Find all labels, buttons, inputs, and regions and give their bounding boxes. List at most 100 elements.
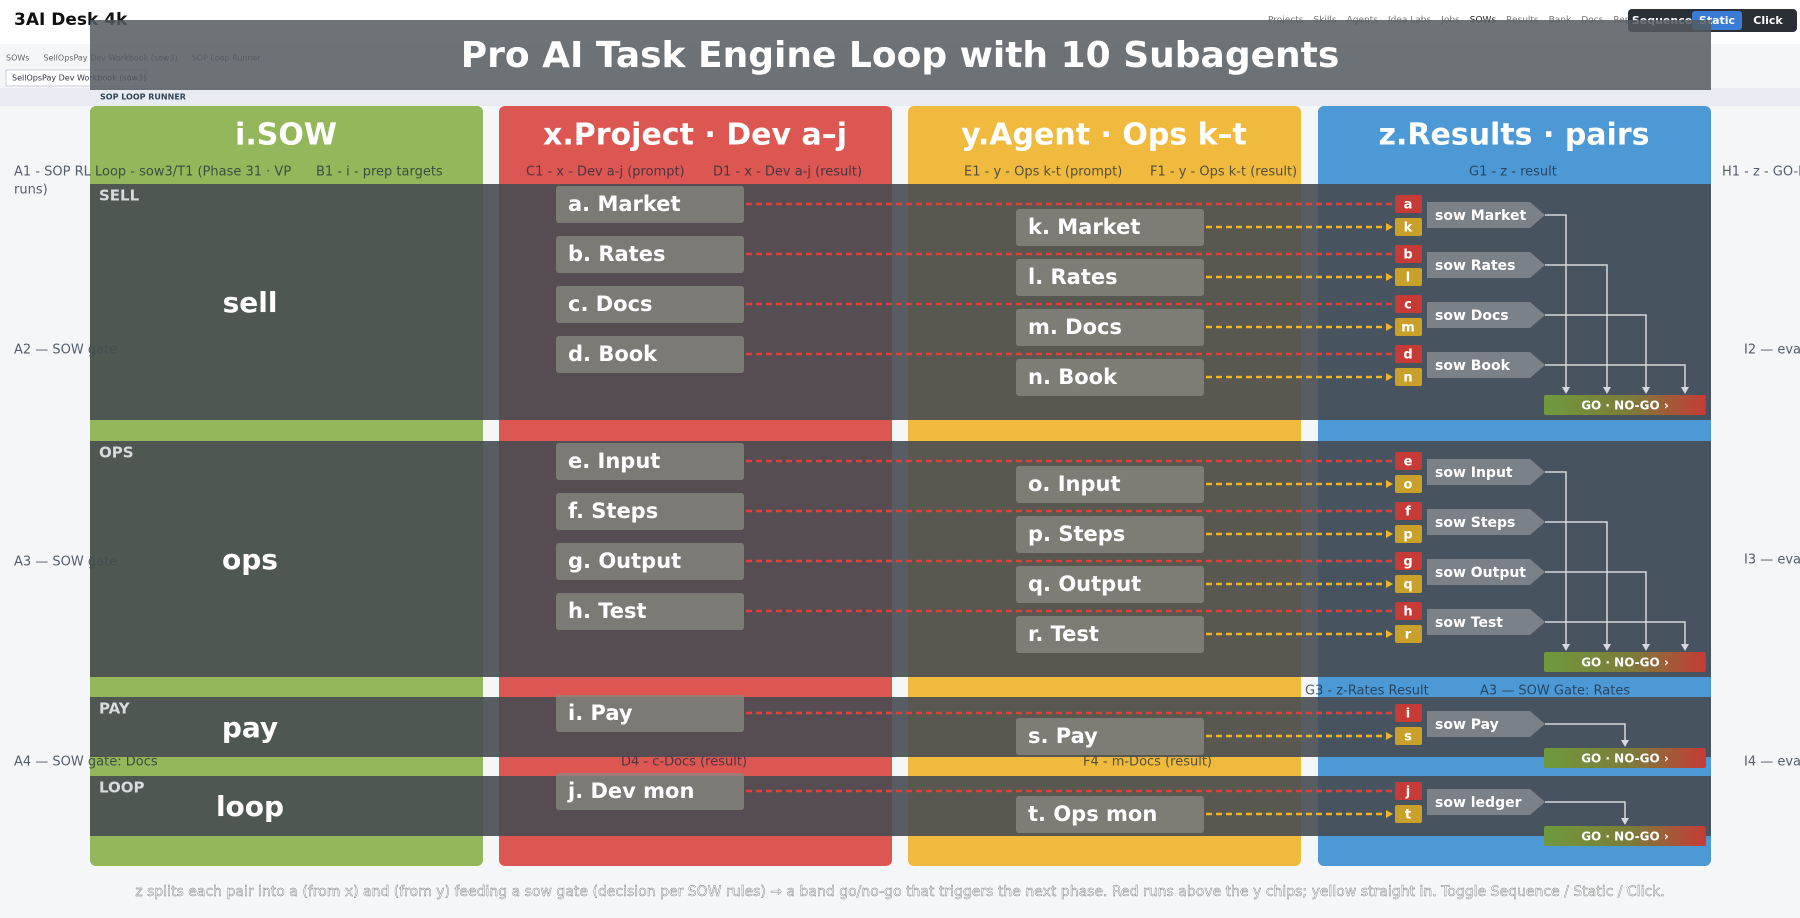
sheet-cell: G1 - z - result bbox=[1469, 165, 1557, 180]
result-box[interactable] bbox=[1427, 609, 1545, 635]
sheet-cell: F4 - m-Docs (result) bbox=[1083, 755, 1212, 770]
result-box[interactable] bbox=[1427, 252, 1545, 278]
result-label: sow Market bbox=[1435, 208, 1526, 224]
result-box[interactable] bbox=[1427, 202, 1545, 228]
dev-agent[interactable] bbox=[556, 186, 744, 223]
result-label: sow Rates bbox=[1435, 258, 1516, 274]
dev-chip-label: d bbox=[1403, 348, 1412, 363]
sheet-cell: F1 - y - Ops k-t (result) bbox=[1150, 165, 1297, 180]
result-connector bbox=[1545, 214, 1567, 391]
result-connector bbox=[1545, 364, 1686, 391]
dev-chip-label: b bbox=[1403, 248, 1412, 263]
ops-link-arrow bbox=[1386, 373, 1393, 381]
column-header: z.Results · pairs bbox=[1379, 118, 1650, 153]
result-box[interactable] bbox=[1427, 789, 1545, 815]
sheet-cell: H1 - z - GO-N bbox=[1722, 165, 1800, 180]
caption: z splits each pair into a (from x) and (… bbox=[135, 884, 1664, 900]
ops-chip-label: l bbox=[1406, 271, 1410, 286]
ops-agent-label: k. Market bbox=[1028, 215, 1140, 239]
connector-arrow bbox=[1621, 818, 1629, 825]
ops-chip-label: n bbox=[1403, 371, 1412, 386]
dev-agent[interactable] bbox=[556, 593, 744, 630]
sheet-cell: D1 - x - Dev a-j (result) bbox=[713, 165, 862, 180]
ops-agent-label: r. Test bbox=[1028, 622, 1099, 646]
ops-chip-label: k bbox=[1404, 221, 1413, 236]
dev-agent[interactable] bbox=[556, 695, 744, 732]
result-box[interactable] bbox=[1427, 711, 1545, 737]
dev-agent-label: a. Market bbox=[568, 192, 681, 216]
result-connector bbox=[1545, 521, 1608, 648]
toggle-option[interactable]: Click bbox=[1753, 14, 1783, 27]
connector-arrow bbox=[1562, 387, 1570, 394]
gate[interactable] bbox=[1544, 748, 1706, 768]
ops-chip bbox=[1395, 625, 1422, 643]
band-label: loop bbox=[216, 790, 284, 823]
result-box[interactable] bbox=[1427, 302, 1545, 328]
connector-arrow bbox=[1642, 644, 1650, 651]
ops-agent-label: t. Ops mon bbox=[1028, 802, 1157, 826]
dev-chip bbox=[1395, 295, 1422, 313]
connector-arrow bbox=[1681, 387, 1689, 394]
result-box[interactable] bbox=[1427, 509, 1545, 535]
dev-agent-label: f. Steps bbox=[568, 499, 658, 523]
ops-agent[interactable] bbox=[1016, 616, 1204, 653]
dev-agent[interactable] bbox=[556, 443, 744, 480]
sheet-cell: runs) bbox=[14, 183, 48, 198]
ops-agent[interactable] bbox=[1016, 309, 1204, 346]
ops-chip bbox=[1395, 525, 1422, 543]
result-box[interactable] bbox=[1427, 559, 1545, 585]
sheet-cell: I4 — eval bbox=[1744, 755, 1800, 770]
connector-arrow bbox=[1603, 644, 1611, 651]
result-box[interactable] bbox=[1427, 352, 1545, 378]
dev-chip bbox=[1395, 502, 1422, 520]
dev-chip-label: i bbox=[1406, 707, 1410, 722]
ops-chip bbox=[1395, 575, 1422, 593]
gate[interactable] bbox=[1544, 395, 1706, 415]
dev-agent-label: i. Pay bbox=[568, 701, 633, 725]
ops-link-arrow bbox=[1386, 323, 1393, 331]
sheet-cell: D4 - c-Docs (result) bbox=[621, 755, 747, 770]
dev-agent[interactable] bbox=[556, 543, 744, 580]
dev-chip bbox=[1395, 195, 1422, 213]
dev-agent[interactable] bbox=[556, 236, 744, 273]
dev-agent-label: j. Dev mon bbox=[567, 779, 694, 803]
sheet-cell: I2 — eval bbox=[1744, 343, 1800, 358]
ops-agent-label: m. Docs bbox=[1028, 315, 1122, 339]
ops-agent-label: l. Rates bbox=[1028, 265, 1118, 289]
ops-agent[interactable] bbox=[1016, 466, 1204, 503]
dev-agent[interactable] bbox=[556, 493, 744, 530]
tab-label[interactable]: SellOpsPay Dev Workbook (sow3) bbox=[12, 74, 146, 83]
dev-agent-label: c. Docs bbox=[568, 292, 653, 316]
ops-link-arrow bbox=[1386, 732, 1393, 740]
ops-chip-label: t bbox=[1405, 808, 1411, 823]
sheet-cell: G3 - z-Rates Result bbox=[1305, 684, 1429, 699]
band-tag: LOOP bbox=[99, 779, 145, 797]
dev-agent-label: b. Rates bbox=[568, 242, 665, 266]
gate[interactable] bbox=[1544, 652, 1706, 672]
breadcrumb[interactable]: SOWs bbox=[6, 54, 29, 63]
ops-agent[interactable] bbox=[1016, 566, 1204, 603]
dev-chip-label: c bbox=[1404, 298, 1412, 313]
ops-agent[interactable] bbox=[1016, 718, 1204, 755]
result-box[interactable] bbox=[1427, 459, 1545, 485]
result-label: sow Pay bbox=[1435, 717, 1499, 733]
gate-label: GO · NO-GO › bbox=[1581, 752, 1669, 766]
result-connector bbox=[1545, 621, 1686, 648]
dev-agent[interactable] bbox=[556, 773, 744, 810]
ops-agent[interactable] bbox=[1016, 259, 1204, 296]
dev-agent[interactable] bbox=[556, 286, 744, 323]
result-connector bbox=[1545, 471, 1567, 648]
dev-chip bbox=[1395, 782, 1422, 800]
column-header: x.Project · Dev a–j bbox=[543, 118, 847, 153]
ops-agent[interactable] bbox=[1016, 359, 1204, 396]
ops-agent[interactable] bbox=[1016, 209, 1204, 246]
ops-agent[interactable] bbox=[1016, 796, 1204, 833]
ops-agent[interactable] bbox=[1016, 516, 1204, 553]
band-tag: OPS bbox=[99, 444, 134, 462]
dev-agent[interactable] bbox=[556, 336, 744, 373]
sheet-cell: A1 - SOP RL Loop - sow3/T1 (Phase 31 · V… bbox=[14, 165, 291, 180]
ops-agent-label: p. Steps bbox=[1028, 522, 1125, 546]
dev-agent-label: h. Test bbox=[568, 599, 647, 623]
ops-link-arrow bbox=[1386, 273, 1393, 281]
gate[interactable] bbox=[1544, 826, 1706, 846]
